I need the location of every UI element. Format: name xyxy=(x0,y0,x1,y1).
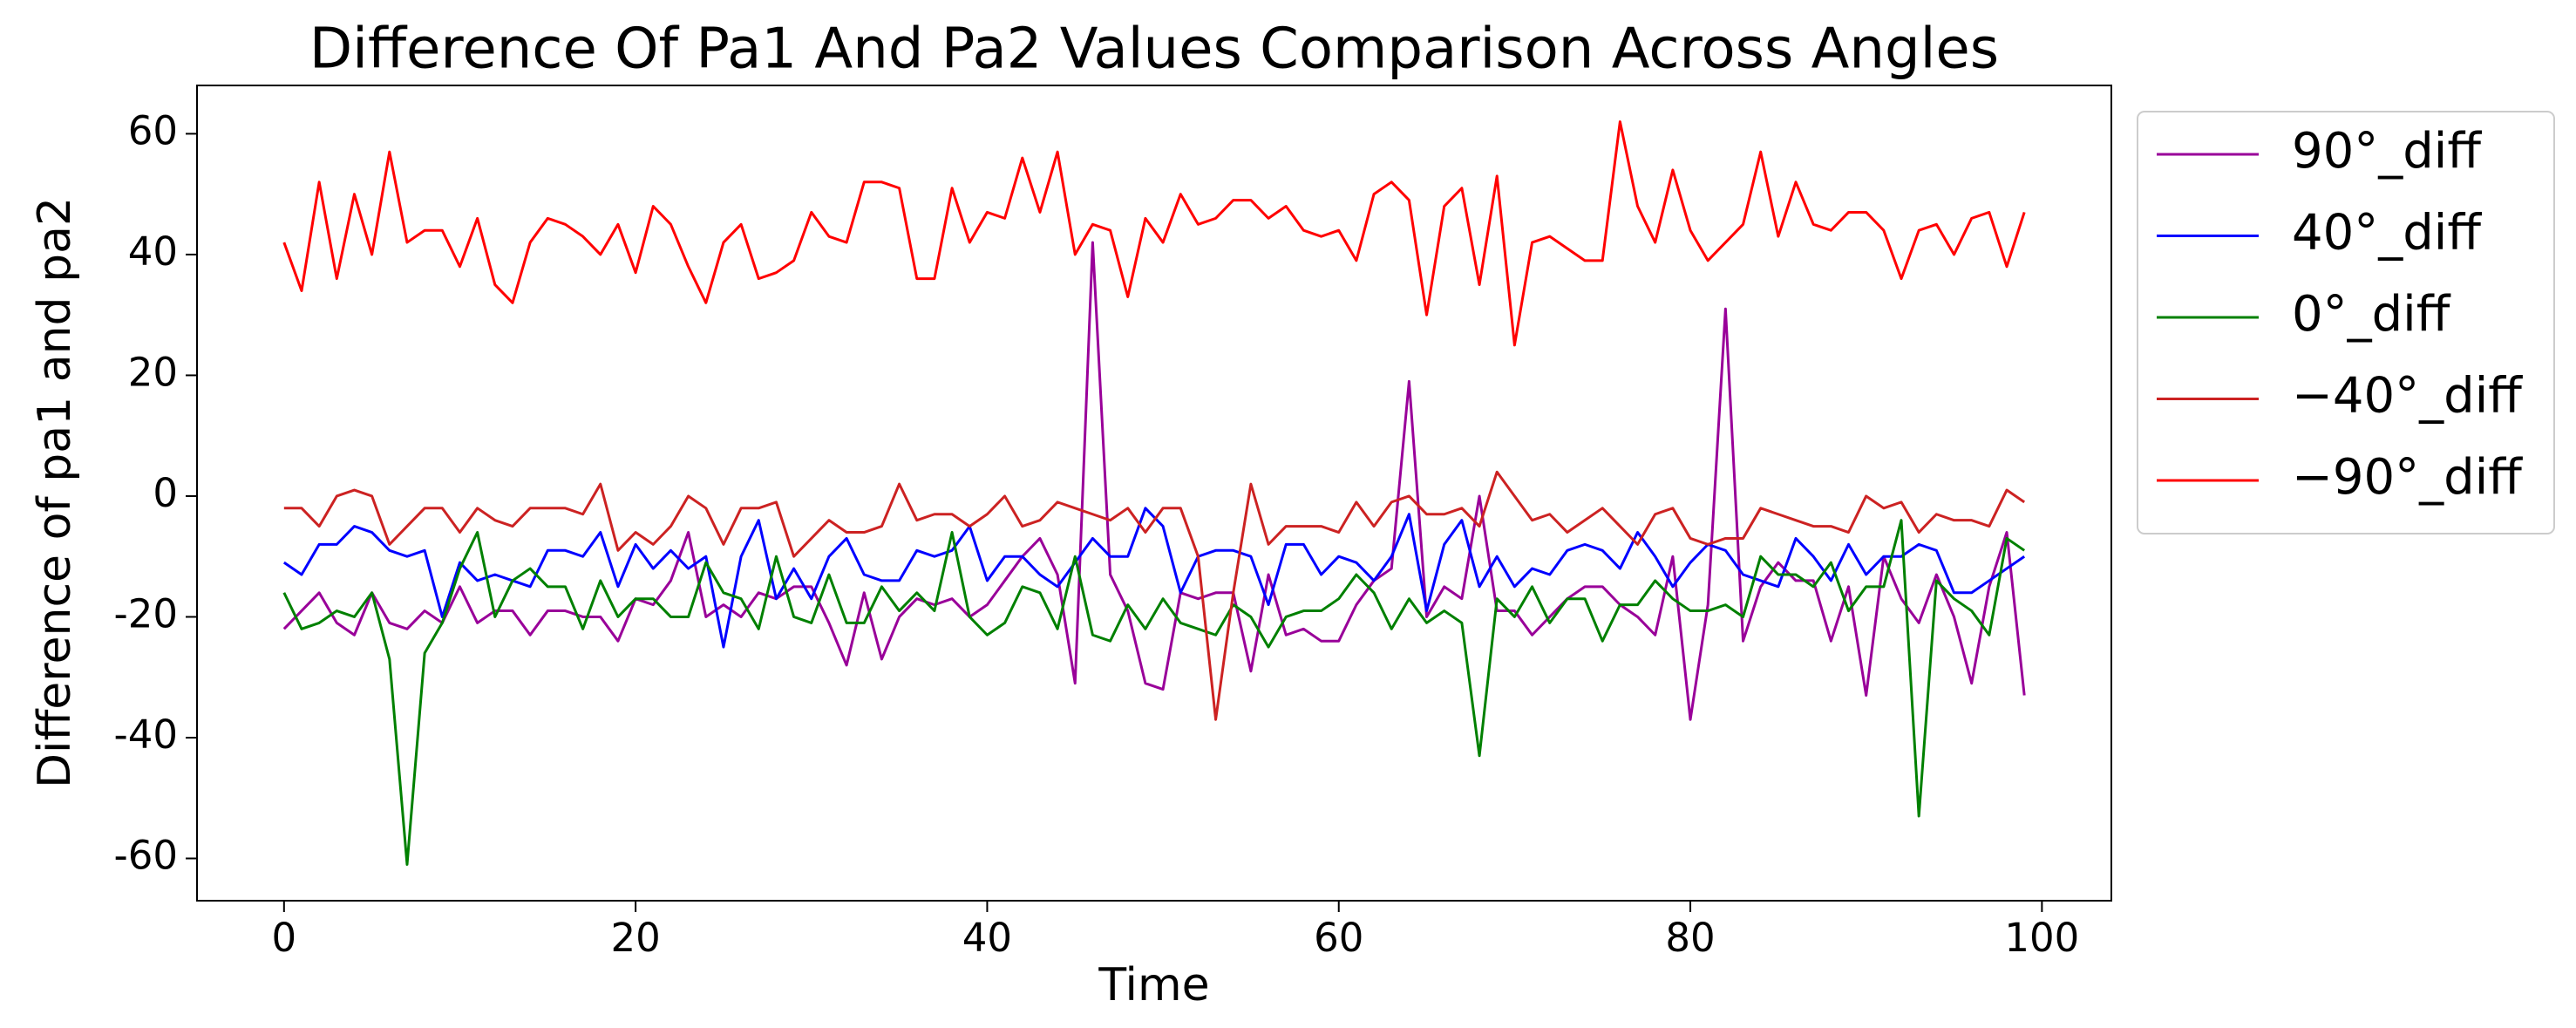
y-tick-label: -40 xyxy=(114,711,179,758)
y-tick-label: -60 xyxy=(114,833,179,879)
legend-label: −90°_diff xyxy=(2292,449,2523,506)
y-tick-label: -20 xyxy=(114,590,179,637)
legend-label: 0°_diff xyxy=(2292,286,2451,343)
y-axis-label: Difference of pa1 and pa2 xyxy=(29,197,81,788)
series-line xyxy=(282,241,2026,721)
x-tick-label: 100 xyxy=(2004,915,2079,961)
legend-label: 90°_diff xyxy=(2292,123,2482,180)
x-tick-label: 0 xyxy=(271,915,296,961)
plot-frame xyxy=(196,85,2112,902)
y-tick-label: 20 xyxy=(128,349,178,395)
chart-title: Difference Of Pa1 And Pa2 Values Compari… xyxy=(309,17,1999,82)
x-tick-label: 60 xyxy=(1314,915,1363,961)
series-line xyxy=(282,507,2026,649)
series-line xyxy=(282,120,2026,347)
x-axis-label: Time xyxy=(1098,959,1209,1011)
legend-label: 40°_diff xyxy=(2292,205,2482,262)
y-tick-label: 0 xyxy=(153,470,178,516)
series-line xyxy=(282,519,2026,866)
legend-label: −40°_diff xyxy=(2292,368,2523,425)
x-tick-label: 80 xyxy=(1665,915,1715,961)
x-tick-label: 40 xyxy=(962,915,1012,961)
y-tick-label: 40 xyxy=(128,228,178,275)
y-tick-label: 60 xyxy=(128,107,178,153)
x-tick-label: 20 xyxy=(610,915,660,961)
legend xyxy=(2137,111,2555,534)
series-line xyxy=(283,470,2026,721)
